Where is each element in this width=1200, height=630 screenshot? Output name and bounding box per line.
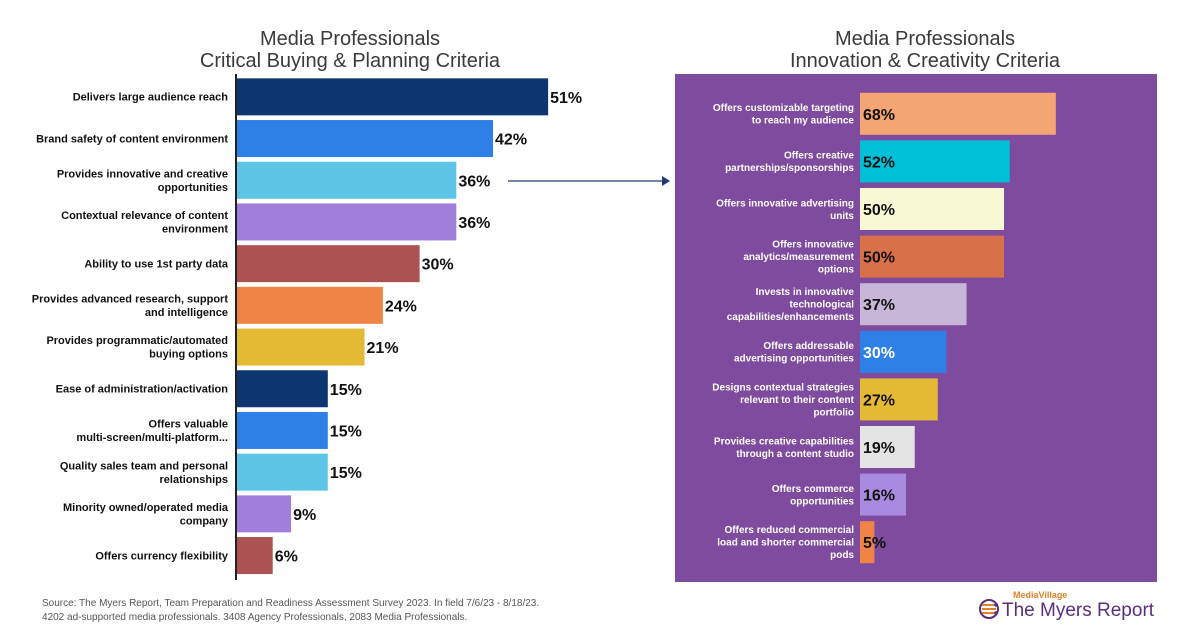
left-value-label-12: 6% <box>275 549 298 566</box>
right-category-label-7: Designs contextual strategies relevant to… <box>712 382 854 418</box>
logo-myers-report-text: The Myers Report <box>1002 600 1155 621</box>
left-category-label-4: Contextual relevance of content environme… <box>61 210 228 236</box>
footnote-line-2: 4202 ad-supported media professionals. 3… <box>42 612 468 623</box>
left-bar-9 <box>236 411 328 449</box>
right-bar-2 <box>860 140 1010 183</box>
left-category-label-9: Offers valuable multi-screen/multi-platfo… <box>76 419 228 445</box>
right-value-label-10: 5% <box>863 535 886 552</box>
right-bar-7 <box>860 378 938 421</box>
right-category-label-1: Offers customizable targeting to reach my… <box>713 103 855 127</box>
right-category-label-4: Offers innovative analytics/measurement op… <box>743 240 854 276</box>
left-category-label-1: Delivers large audience reach <box>73 92 229 104</box>
left-bar-8 <box>236 370 328 408</box>
left-bar-6 <box>236 286 383 324</box>
left-bar-3 <box>236 161 457 199</box>
source-footnote: Source: The Myers Report, Team Preparati… <box>42 597 539 625</box>
myers-report-logo: MediaVillage The Myers Report <box>978 590 1168 626</box>
right-bar-8 <box>860 426 915 468</box>
right-category-label-6: Offers addressable advertising opportunit… <box>734 341 854 365</box>
left-value-label-6: 24% <box>385 298 417 315</box>
left-category-label-2: Brand safety of content environment <box>36 133 228 145</box>
left-value-label-11: 9% <box>293 507 316 524</box>
right-category-label-10: Offers reduced commercial load and shorte… <box>717 525 854 561</box>
left-category-label-12: Offers currency flexibility <box>95 550 229 562</box>
footnote-line-1: Source: The Myers Report, Team Preparati… <box>42 598 540 609</box>
left-category-label-10: Quality sales team and personal relations… <box>60 460 228 486</box>
left-category-label-11: Minority owned/operated media company <box>63 502 229 528</box>
right-value-label-8: 19% <box>863 440 895 457</box>
right-chart-title: Media Professionals Innovation & Creativ… <box>700 28 1150 72</box>
right-title-line-2: Innovation & Creativity Criteria <box>789 50 1061 72</box>
right-category-label-8: Provides creative capabilities through a … <box>714 436 855 460</box>
right-value-label-4: 50% <box>863 250 895 267</box>
right-category-label-2: Offers creative partnerships/sponsorships <box>725 151 854 175</box>
logo-mediavillage-text: MediaVillage <box>1013 590 1068 600</box>
connector-arrow-head <box>662 176 670 186</box>
left-category-label-6: Provides advanced research, support and i… <box>32 293 229 319</box>
right-bar-4 <box>860 235 1004 278</box>
right-category-label-9: Offers commerce opportunities <box>772 484 855 508</box>
left-bar-1 <box>236 78 549 116</box>
right-category-label-3: Offers innovative advertising units <box>716 198 854 222</box>
left-bar-10 <box>236 453 328 491</box>
right-bar-10 <box>860 521 875 564</box>
left-bar-7 <box>236 328 365 366</box>
right-bar-6 <box>860 330 947 373</box>
left-category-label-3: Provides innovative and creative opportun… <box>57 168 228 194</box>
right-bar-9 <box>860 473 907 516</box>
left-value-label-7: 21% <box>367 340 399 357</box>
left-category-label-7: Provides programmatic/automated buying op… <box>46 335 228 361</box>
left-value-label-4: 36% <box>458 215 490 232</box>
right-bar-3 <box>860 188 1004 230</box>
left-value-label-10: 15% <box>330 465 362 482</box>
left-category-label-8: Ease of administration/activation <box>56 384 229 396</box>
left-bar-4 <box>236 203 457 241</box>
left-bar-2 <box>236 120 494 158</box>
left-value-label-8: 15% <box>330 382 362 399</box>
left-bar-11 <box>236 495 292 533</box>
right-value-label-2: 52% <box>863 154 895 171</box>
left-title-line-1: Media Professionals <box>259 28 441 50</box>
right-value-label-3: 50% <box>863 202 895 219</box>
left-value-label-1: 51% <box>550 90 582 107</box>
left-title-line-2: Critical Buying & Planning Criteria <box>199 50 501 72</box>
right-title-line-1: Media Professionals <box>834 28 1016 50</box>
right-value-label-1: 68% <box>863 107 895 124</box>
right-value-label-6: 30% <box>863 345 895 362</box>
logo-circuit-icon <box>979 599 999 619</box>
left-bar-5 <box>236 245 420 283</box>
left-value-label-5: 30% <box>422 257 454 274</box>
right-value-label-5: 37% <box>863 297 895 314</box>
left-bar-12 <box>236 537 273 575</box>
right-category-label-5: Invests in innovative technological capabi… <box>727 287 855 323</box>
left-category-label-5: Ability to use 1st party data <box>84 259 229 271</box>
right-bar-5 <box>860 283 967 326</box>
left-value-label-2: 42% <box>495 132 527 149</box>
right-value-label-7: 27% <box>863 392 895 409</box>
left-value-label-9: 15% <box>330 423 362 440</box>
left-chart-title: Media Professionals Critical Buying & Pl… <box>120 28 580 72</box>
left-value-label-3: 36% <box>458 173 490 190</box>
right-value-label-9: 16% <box>863 488 895 505</box>
right-bar-1 <box>860 92 1056 135</box>
